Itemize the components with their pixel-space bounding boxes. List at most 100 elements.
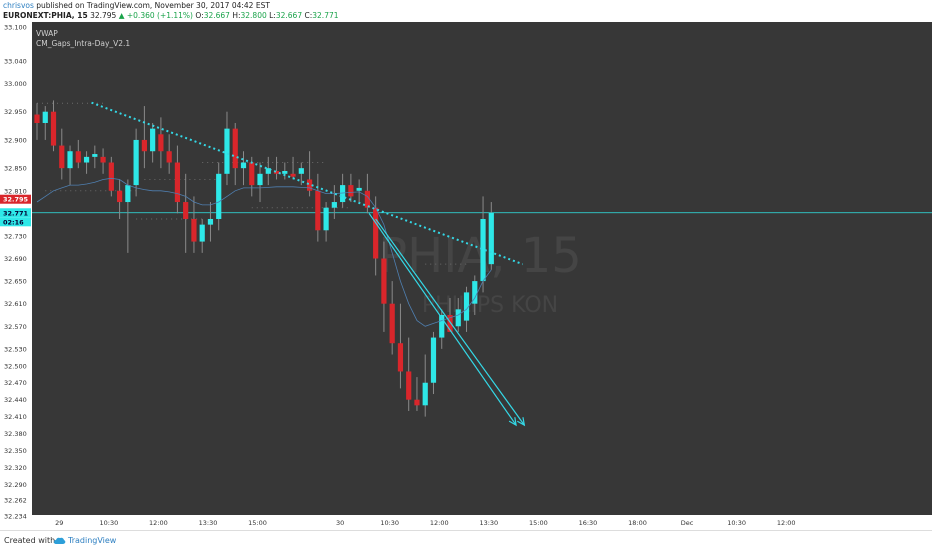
price-label-text: 32.795 [3,196,29,204]
created-with-text: Created with [4,536,56,545]
y-tick-label: 32.690 [4,255,27,263]
x-tick-label: Dec [681,519,694,527]
y-tick-label: 32.290 [4,481,27,489]
candle-body [406,371,412,400]
y-tick-label: 33.040 [4,57,27,65]
candle-body [240,162,247,169]
indicator-label: VWAP [36,29,58,38]
candle-body [348,185,354,197]
candle-body [158,134,164,152]
candle-body [207,218,214,225]
candle-body [298,168,304,174]
candle-body [389,303,395,344]
price-change: +0.360 (+1.11%) [126,11,193,20]
y-tick-label: 32.380 [4,430,27,438]
y-tick-label: 33.000 [4,80,27,88]
x-axis-panel [0,515,932,530]
x-tick-label: 29 [55,519,63,527]
candle-body [224,128,230,174]
candle-body [249,162,255,186]
x-tick-label: 10:30 [380,519,399,527]
candle-body [430,337,437,383]
x-tick-label: 16:30 [579,519,598,527]
x-tick-label: 13:30 [479,519,498,527]
high-label: H: [232,11,241,20]
tradingview-cloud-icon [54,537,66,544]
candle-body [216,173,222,219]
price-label-box [0,194,31,204]
candle-body [439,314,445,338]
candle-body [463,292,470,321]
candle-body [422,382,428,406]
candle-body [282,170,288,174]
candle-body [141,139,147,152]
x-tick-label: 12:00 [777,519,796,527]
x-tick-label: 10:30 [99,519,118,527]
open-value: 32.667 [203,11,230,20]
candle-body [67,151,73,169]
x-tick-label: 30 [336,519,344,527]
symbol-label: EURONEXT:PHIA, 15 [3,11,88,20]
y-tick-label: 32.570 [4,323,27,331]
x-tick-label: 15:00 [248,519,267,527]
x-tick-label: 12:00 [149,519,168,527]
x-tick-label: 13:30 [199,519,218,527]
candle-body [273,170,280,174]
candle-body [356,187,362,191]
candle-body [83,156,90,163]
y-tick-label: 32.900 [4,136,27,144]
author-link[interactable]: chrisvos [3,1,34,10]
candle-body [50,111,57,146]
candle-body [42,111,48,123]
published-text: published on TradingView.com, November 3… [33,1,270,10]
trend-arrow-head [508,417,517,427]
candle-body [257,173,263,186]
watermark-name: PHILIPS KON [422,293,558,318]
y-tick-label: 32.350 [4,447,27,455]
up-triangle-icon: ▲ [118,11,125,20]
y-tick-label: 32.610 [4,300,27,308]
candle-body [331,202,337,208]
trend-arrow [375,218,525,426]
indicator-label: CM_Gaps_Intra-Day_V2.1 [36,39,130,48]
y-tick-label: 32.234 [4,513,27,521]
candle-body [133,139,139,186]
candle-body [265,168,271,174]
close-value: 32.771 [312,11,339,20]
y-tick-label: 32.262 [4,497,27,505]
candle-body [125,185,131,203]
candle-body [191,218,197,242]
vwap-line [36,177,492,327]
candle-body [100,156,106,163]
candle-body [108,162,114,191]
y-tick-label: 32.470 [4,379,27,387]
candle-body [315,190,321,231]
candle-body [117,190,123,203]
publish-line: chrisvos published on TradingView.com, N… [3,1,270,10]
candle-body [414,399,420,406]
y-tick-label: 32.950 [4,108,27,116]
close-label: C: [304,11,313,20]
x-tick-label: 18:00 [628,519,647,527]
candle-body [455,309,461,327]
price-label-box [0,208,31,218]
last-price: 32.795 [90,11,117,20]
y-tick-label: 32.530 [4,345,27,353]
candle-body [472,281,478,304]
candle-body [323,207,329,231]
footer: Created with TradingView [0,530,932,551]
trend-arrow [368,212,517,426]
candle-body [488,212,494,265]
symbol-line: EURONEXT:PHIA, 15 32.795 ▲ +0.360 (+1.11… [3,11,339,20]
candle-body [92,154,98,157]
candle-body [183,202,189,219]
y-tick-label: 32.650 [4,278,27,286]
price-label-text: 32.771 [3,209,29,217]
x-tick-label: 15:00 [529,519,548,527]
candle-body [397,343,404,372]
trend-arrow-head [517,417,526,427]
tradingview-brand[interactable]: TradingView [68,536,117,545]
chart-header: chrisvos published on TradingView.com, N… [0,0,932,22]
candle-body [480,218,486,282]
